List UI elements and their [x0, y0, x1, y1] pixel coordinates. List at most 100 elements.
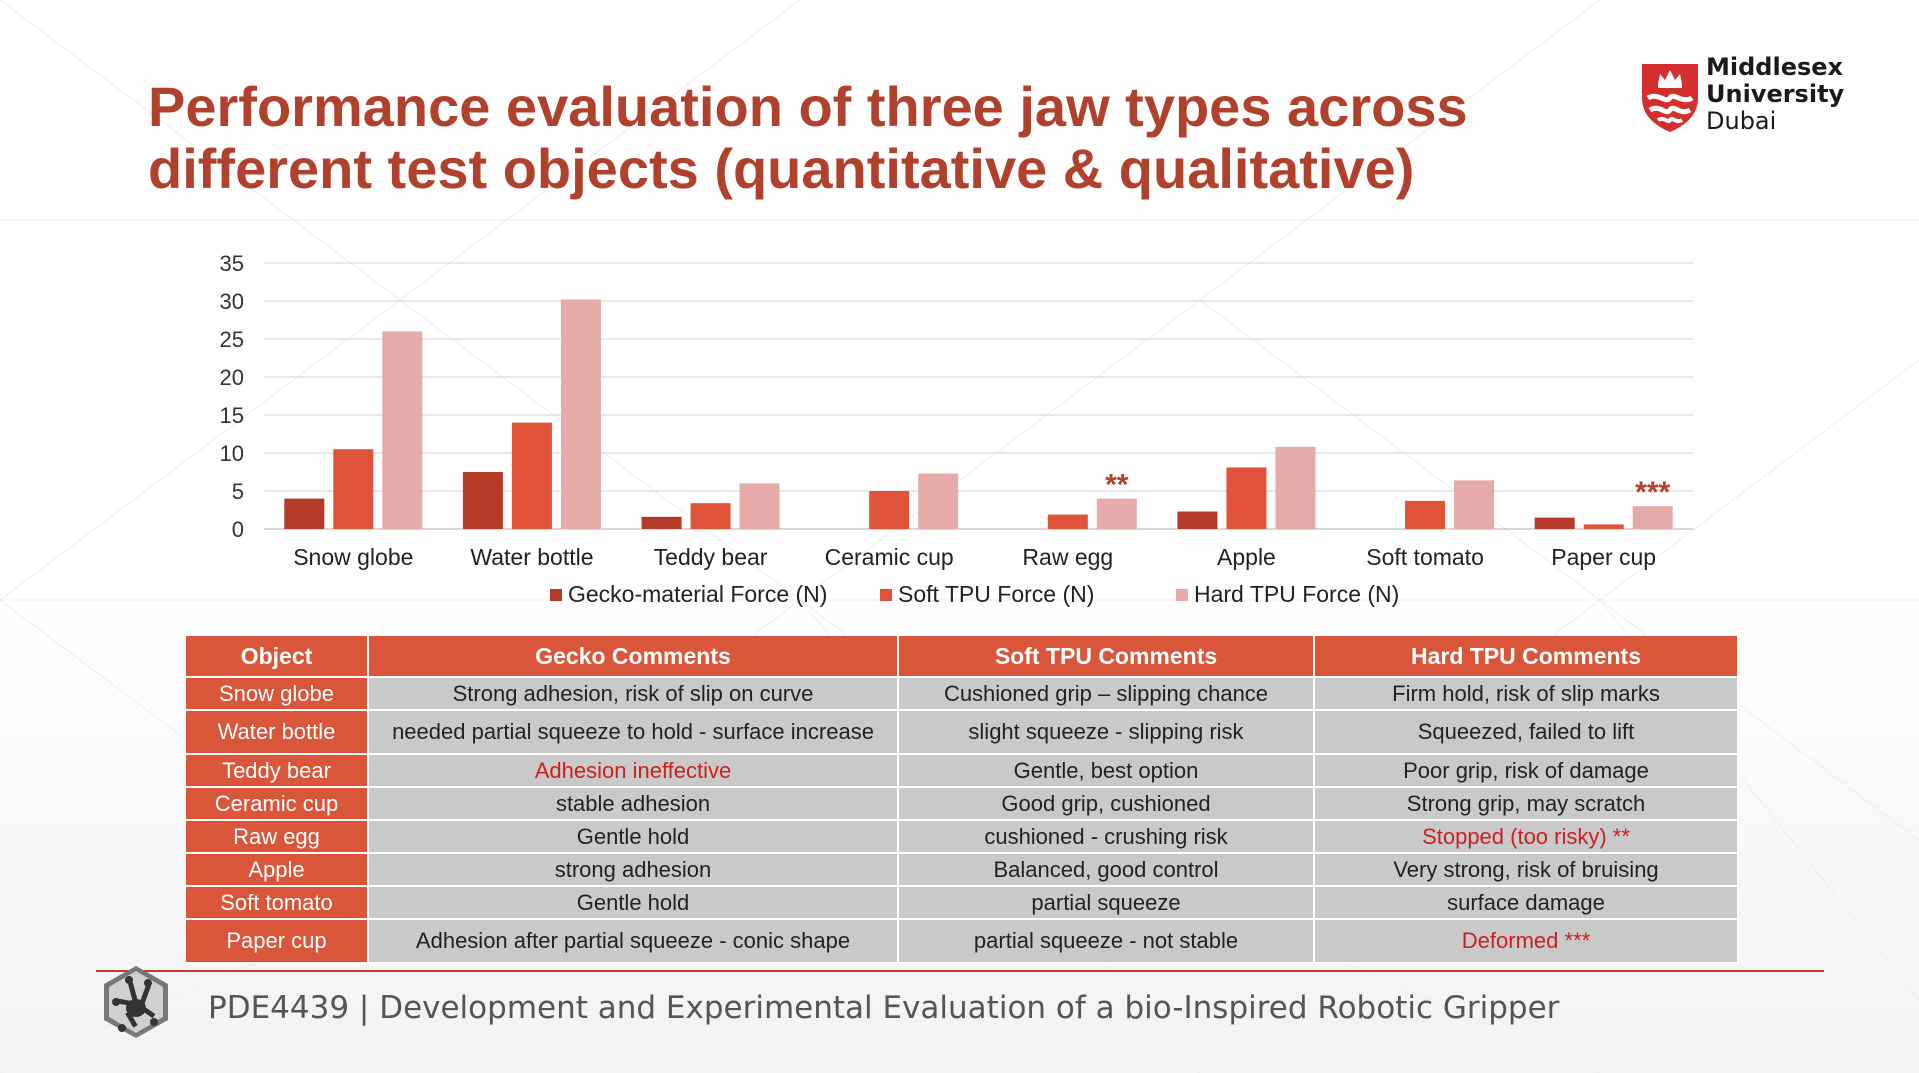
data-annotation: ***	[1635, 476, 1670, 509]
cell-soft: slight squeeze - slipping risk	[897, 709, 1315, 755]
cell-soft: Good grip, cushioned	[897, 786, 1315, 821]
cell-hard: Firm hold, risk of slip marks	[1313, 676, 1739, 711]
title-line-2: different test objects (quantitative & q…	[148, 137, 1415, 200]
comments-table: Object Gecko Comments Soft TPU Comments …	[184, 634, 1739, 964]
bar	[1096, 498, 1137, 529]
cell-gecko: stable adhesion	[367, 786, 899, 821]
y-tick-label: 30	[220, 289, 244, 314]
header-object: Object	[184, 634, 369, 678]
table-row: Snow globe Strong adhesion, risk of slip…	[184, 676, 1739, 711]
table-row: Teddy bear Adhesion ineffective Gentle, …	[184, 753, 1739, 788]
logo-line-1: Middlesex	[1706, 53, 1844, 81]
cell-gecko: Adhesion after partial squeeze - conic s…	[367, 918, 899, 964]
bar	[333, 449, 374, 529]
x-tick-label: Paper cup	[1551, 544, 1656, 570]
x-tick-label: Ceramic cup	[825, 544, 954, 570]
header-gecko: Gecko Comments	[367, 634, 899, 678]
cell-gecko: needed partial squeeze to hold - surface…	[367, 709, 899, 755]
x-tick-label: Soft tomato	[1366, 544, 1484, 570]
bar	[511, 422, 552, 529]
bar	[462, 472, 503, 529]
bar	[1275, 446, 1316, 529]
x-tick-label: Water bottle	[470, 544, 593, 570]
cell-hard: Poor grip, risk of damage	[1313, 753, 1739, 788]
footer-divider	[96, 970, 1824, 972]
y-tick-label: 35	[220, 251, 244, 276]
cell-hard: Squeezed, failed to lift	[1313, 709, 1739, 755]
bar	[1226, 467, 1267, 529]
cell-object: Paper cup	[184, 918, 369, 964]
bar	[1047, 514, 1088, 529]
cell-soft: Cushioned grip – slipping chance	[897, 676, 1315, 711]
bar	[1177, 511, 1218, 529]
y-tick-label: 0	[232, 517, 244, 542]
table-row: Water bottle needed partial squeeze to h…	[184, 709, 1739, 755]
cell-soft: Gentle, best option	[897, 753, 1315, 788]
bar	[641, 516, 682, 529]
shield-icon	[1642, 64, 1698, 132]
logo-line-3: Dubai	[1706, 107, 1777, 135]
bar	[560, 299, 601, 529]
title-line-1: Performance evaluation of three jaw type…	[148, 75, 1468, 138]
cell-gecko: Gentle hold	[367, 819, 899, 854]
legend-swatch	[550, 589, 562, 601]
gecko-hand-icon	[104, 966, 168, 1038]
footer-course-title: PDE4439 | Development and Experimental E…	[208, 990, 1560, 1026]
logo-line-2: University	[1706, 80, 1845, 108]
cell-object: Water bottle	[184, 709, 369, 755]
table-row: Apple strong adhesion Balanced, good con…	[184, 852, 1739, 887]
force-bar-chart: 0 5 10 15 20 25 30 35 Snow globe Water bottle Tedd…	[220, 251, 1693, 607]
bar	[284, 498, 325, 529]
y-tick-label: 10	[220, 441, 244, 466]
cell-gecko: strong adhesion	[367, 852, 899, 887]
bar	[918, 473, 959, 529]
bar	[1405, 500, 1446, 529]
table-row: Paper cup Adhesion after partial squeeze…	[184, 918, 1739, 964]
cell-soft: cushioned - crushing risk	[897, 819, 1315, 854]
y-tick-label: 5	[232, 479, 244, 504]
bar	[1534, 517, 1575, 529]
y-tick-label: 15	[220, 403, 244, 428]
x-tick-label: Snow globe	[293, 544, 413, 570]
cell-hard: surface damage	[1313, 885, 1739, 920]
bar	[739, 483, 780, 529]
legend-label: Gecko-material Force (N)	[568, 581, 827, 607]
cell-hard: Very strong, risk of bruising	[1313, 852, 1739, 887]
university-logo: Middlesex University Dubai	[1638, 54, 1844, 138]
cell-gecko: Strong adhesion, risk of slip on curve	[367, 676, 899, 711]
table-row: Raw egg Gentle hold cushioned - crushing…	[184, 819, 1739, 854]
x-tick-label: Teddy bear	[654, 544, 768, 570]
bar	[690, 503, 731, 529]
x-tick-label: Raw egg	[1022, 544, 1113, 570]
cell-soft: Balanced, good control	[897, 852, 1315, 887]
cell-hard: Deformed ***	[1313, 918, 1739, 964]
slide-title: Performance evaluation of three jaw type…	[148, 76, 1598, 200]
cell-soft: partial squeeze - not stable	[897, 918, 1315, 964]
legend-label: Hard TPU Force (N)	[1194, 581, 1399, 607]
cell-object: Raw egg	[184, 819, 369, 854]
cell-gecko: Gentle hold	[367, 885, 899, 920]
header-soft: Soft TPU Comments	[897, 634, 1315, 678]
bar	[869, 491, 910, 529]
table-row: Ceramic cup stable adhesion Good grip, c…	[184, 786, 1739, 821]
cell-hard: Stopped (too risky) **	[1313, 819, 1739, 854]
bar	[1583, 524, 1624, 529]
x-tick-label: Apple	[1217, 544, 1276, 570]
cell-object: Teddy bear	[184, 753, 369, 788]
cell-hard: Strong grip, may scratch	[1313, 786, 1739, 821]
cell-object: Soft tomato	[184, 885, 369, 920]
bar	[1454, 480, 1495, 529]
y-tick-label: 25	[220, 327, 244, 352]
legend-swatch	[1176, 589, 1188, 601]
legend-swatch	[880, 589, 892, 601]
header-hard: Hard TPU Comments	[1313, 634, 1739, 678]
table-header-row: Object Gecko Comments Soft TPU Comments …	[184, 634, 1739, 678]
table-row: Soft tomato Gentle hold partial squeeze …	[184, 885, 1739, 920]
cell-object: Ceramic cup	[184, 786, 369, 821]
logo-wordmark: Middlesex University Dubai	[1706, 54, 1844, 135]
bar	[382, 331, 423, 529]
data-annotation: **	[1105, 469, 1129, 502]
y-tick-label: 20	[220, 365, 244, 390]
cell-gecko: Adhesion ineffective	[367, 753, 899, 788]
cell-object: Apple	[184, 852, 369, 887]
